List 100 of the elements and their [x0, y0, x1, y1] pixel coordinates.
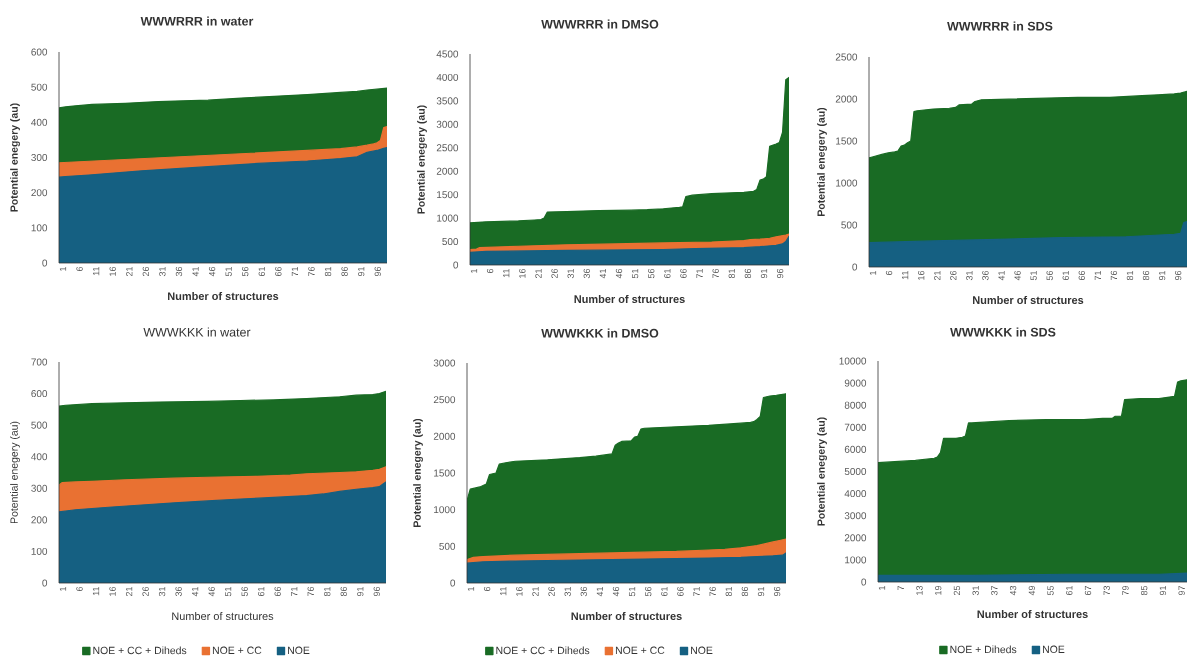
- y-tick-label: 500: [439, 542, 456, 550]
- x-tick-label: 41: [192, 266, 199, 277]
- x-tick-label: 86: [744, 268, 752, 279]
- x-tick-label: 96: [374, 266, 381, 277]
- y-tick-label: 500: [442, 238, 459, 246]
- x-tick-label: 36: [175, 586, 182, 597]
- x-tick-label: 96: [373, 586, 380, 597]
- y-tick-label: 100: [31, 224, 48, 232]
- x-tick-label: 61: [661, 586, 668, 597]
- x-tick-label: 25: [953, 585, 961, 596]
- x-tick-label: 91: [1159, 585, 1167, 596]
- y-tick-label: 9000: [844, 379, 867, 387]
- x-tick-label: 73: [1103, 585, 1110, 596]
- y-tick-label: 2000: [835, 95, 858, 103]
- x-tick-label: 66: [275, 266, 282, 277]
- y-tick-label: 7000: [844, 423, 867, 431]
- x-tick-label: 31: [972, 585, 979, 596]
- x-tick-label: 21: [125, 586, 133, 597]
- x-tick-label: 36: [583, 268, 590, 279]
- x-tick-label: 71: [291, 586, 298, 597]
- x-tick-label: 46: [1014, 270, 1021, 281]
- x-tick-label: 41: [596, 586, 603, 597]
- x-tick-label: 26: [142, 266, 150, 277]
- y-tick-label: 0: [42, 579, 48, 587]
- x-tick-label: 51: [225, 586, 232, 597]
- y-tick-label: 3000: [433, 359, 456, 367]
- x-tick-label: 46: [208, 586, 215, 597]
- x-tick-label: 7: [897, 585, 904, 591]
- x-tick-label: 81: [728, 268, 735, 279]
- y-tick-label: 500: [31, 83, 48, 91]
- x-axis-title: Number of structures: [168, 291, 279, 301]
- x-axis-title: Number of structures: [172, 611, 274, 621]
- x-tick-label: 11: [93, 266, 100, 276]
- x-tick-label: 71: [1094, 270, 1101, 281]
- chart-title: WWWKKK in SDS: [950, 327, 1056, 337]
- y-tick-label: 10000: [839, 357, 867, 365]
- y-tick-label: 1000: [836, 179, 858, 187]
- x-tick-label: 51: [628, 586, 636, 597]
- x-tick-label: 31: [159, 266, 166, 277]
- y-tick-label: 700: [31, 358, 48, 366]
- y-tick-label: 4500: [436, 50, 459, 58]
- y-tick-label: 1500: [434, 469, 456, 477]
- x-tick-label: 97: [1178, 585, 1185, 596]
- x-tick-label: 1: [869, 270, 877, 275]
- x-tick-label: 86: [340, 586, 347, 597]
- legend-label: NOE: [691, 646, 713, 655]
- x-tick-label: 85: [1141, 585, 1148, 596]
- x-tick-label: 86: [341, 266, 348, 277]
- x-tick-label: 21: [532, 586, 539, 597]
- x-tick-label: 61: [1062, 270, 1069, 281]
- y-tick-label: 1500: [836, 137, 858, 145]
- x-tick-label: 51: [631, 268, 639, 279]
- x-tick-label: 81: [1126, 270, 1134, 281]
- y-axis-title: Potential enegery (au): [10, 103, 20, 212]
- x-tick-label: 61: [664, 268, 671, 279]
- legend-label: NOE + CC: [212, 646, 262, 655]
- x-tick-label: 16: [109, 266, 116, 276]
- x-tick-label: 16: [109, 586, 116, 596]
- chart-title: WWWKKK in DMSO: [541, 328, 659, 338]
- legend-label: NOE + CC + Diheds: [496, 646, 590, 655]
- x-tick-label: 26: [950, 270, 957, 281]
- y-tick-label: 500: [31, 421, 48, 429]
- x-tick-label: 26: [551, 268, 558, 279]
- chart-title: WWWRRR in water: [140, 16, 254, 26]
- x-tick-label: 86: [1142, 270, 1150, 281]
- x-tick-label: 56: [242, 266, 249, 277]
- x-axis-title: Number of structures: [571, 611, 682, 621]
- y-tick-label: 3000: [844, 512, 867, 520]
- y-tick-label: 4000: [844, 490, 867, 498]
- x-tick-label: 31: [158, 586, 166, 597]
- y-axis-title: Potential enegery (au): [413, 418, 423, 527]
- y-tick-label: 200: [31, 189, 48, 197]
- x-tick-label: 76: [307, 586, 314, 597]
- x-tick-label: 81: [725, 586, 732, 597]
- x-tick-label: 76: [1110, 270, 1118, 281]
- y-axis-title: Potential enegery (au): [10, 421, 20, 524]
- x-tick-label: 1: [59, 266, 67, 271]
- y-tick-label: 200: [31, 516, 48, 524]
- legend-label: NOE: [288, 646, 310, 655]
- x-tick-label: 96: [1174, 270, 1182, 281]
- x-tick-label: 66: [274, 586, 281, 597]
- x-tick-label: 43: [1009, 585, 1017, 596]
- x-tick-label: 21: [535, 268, 542, 279]
- y-tick-label: 0: [450, 579, 456, 587]
- legend-label: NOE: [1042, 645, 1065, 654]
- x-tick-label: 49: [1028, 585, 1035, 596]
- x-tick-label: 71: [291, 266, 298, 277]
- x-tick-label: 46: [615, 268, 623, 279]
- x-tick-label: 66: [680, 268, 687, 279]
- x-axis-title: Number of structures: [977, 609, 1088, 619]
- x-tick-label: 56: [1046, 270, 1053, 281]
- x-tick-label: 41: [599, 268, 606, 279]
- y-tick-label: 0: [453, 261, 459, 269]
- x-tick-label: 71: [693, 586, 700, 597]
- x-tick-label: 6: [76, 266, 83, 272]
- x-tick-label: 11: [500, 586, 507, 596]
- y-tick-label: 0: [861, 578, 867, 586]
- x-tick-label: 11: [92, 586, 100, 596]
- x-tick-label: 16: [519, 268, 526, 278]
- x-tick-label: 16: [918, 270, 925, 280]
